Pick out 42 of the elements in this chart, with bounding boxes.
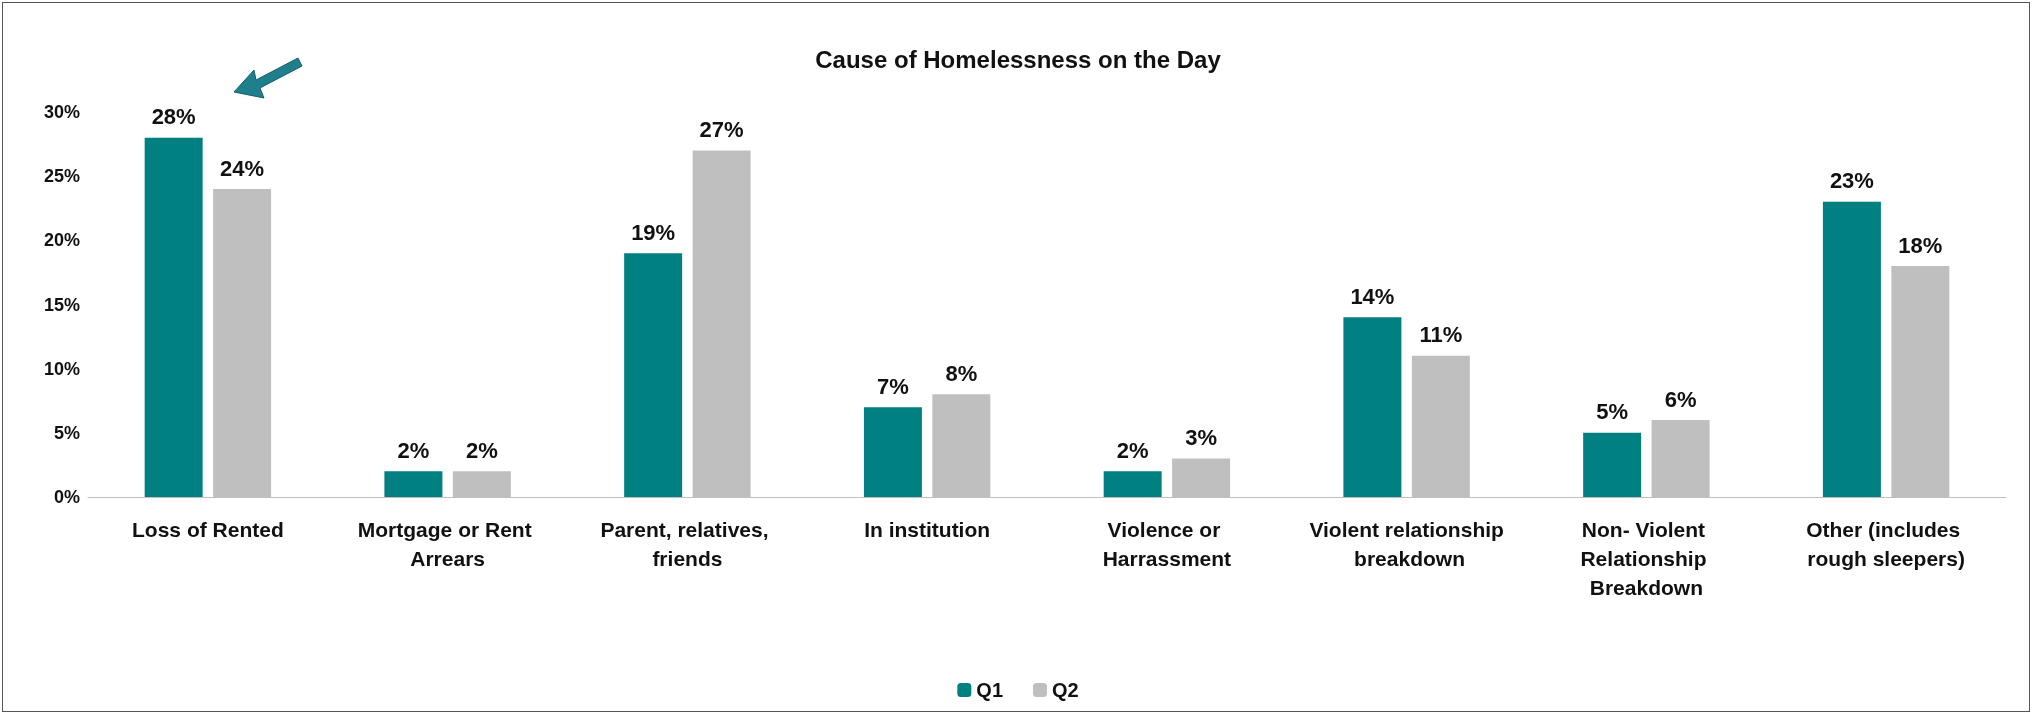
x-tick-label: Violent relationship breakdown (1309, 518, 1504, 570)
x-tick-label: Violence or Harrassment (1102, 518, 1232, 570)
data-label: 11% (1419, 322, 1463, 348)
y-tick-label: 5% (53, 422, 80, 443)
bar (1103, 471, 1162, 497)
data-label: 2% (1116, 437, 1149, 463)
y-tick-label: 0% (53, 487, 80, 507)
bar (384, 471, 443, 497)
data-label: 18% (1898, 232, 1943, 258)
y-tick-label: 25% (43, 166, 80, 187)
x-tick-label: Non- Violent Relationship Breakdown (1580, 518, 1713, 599)
data-label: 14% (1350, 283, 1395, 309)
x-tick-label: Loss of Rented (132, 518, 284, 541)
x-tick-label: Parent, relatives, friends (600, 518, 775, 570)
x-tick-label: In institution (864, 518, 991, 541)
legend-label: Q1 (976, 679, 1004, 701)
y-tick-label: 15% (43, 294, 80, 315)
bar (863, 407, 922, 497)
data-label: 24% (220, 155, 265, 181)
data-label: 23% (1829, 168, 1874, 194)
y-tick-label: 30% (43, 102, 80, 122)
data-label: 7% (877, 373, 909, 399)
data-label: 6% (1664, 386, 1697, 412)
data-label: 5% (1596, 399, 1629, 425)
bar (1343, 317, 1402, 497)
data-label: 3% (1185, 425, 1217, 450)
data-label: 28% (151, 104, 196, 130)
bar (624, 253, 683, 497)
legend-label: Q2 (1052, 679, 1079, 701)
x-tick-label: Mortgage or Rent Arrears (357, 518, 538, 570)
bar (1583, 432, 1642, 497)
data-label: 2% (465, 437, 498, 463)
data-label: 8% (945, 360, 978, 386)
chart-title: Cause of Homelessness on the Day (815, 45, 1222, 73)
data-label: 19% (631, 219, 676, 245)
x-tick-label: Other (includes rough sleepers) (1806, 518, 1967, 570)
y-tick-label: 10% (43, 358, 80, 379)
y-tick-label: 20% (43, 230, 80, 251)
data-label: 2% (397, 437, 430, 463)
bar (144, 137, 203, 497)
bar (1822, 201, 1881, 497)
data-label: 27% (699, 117, 744, 142)
